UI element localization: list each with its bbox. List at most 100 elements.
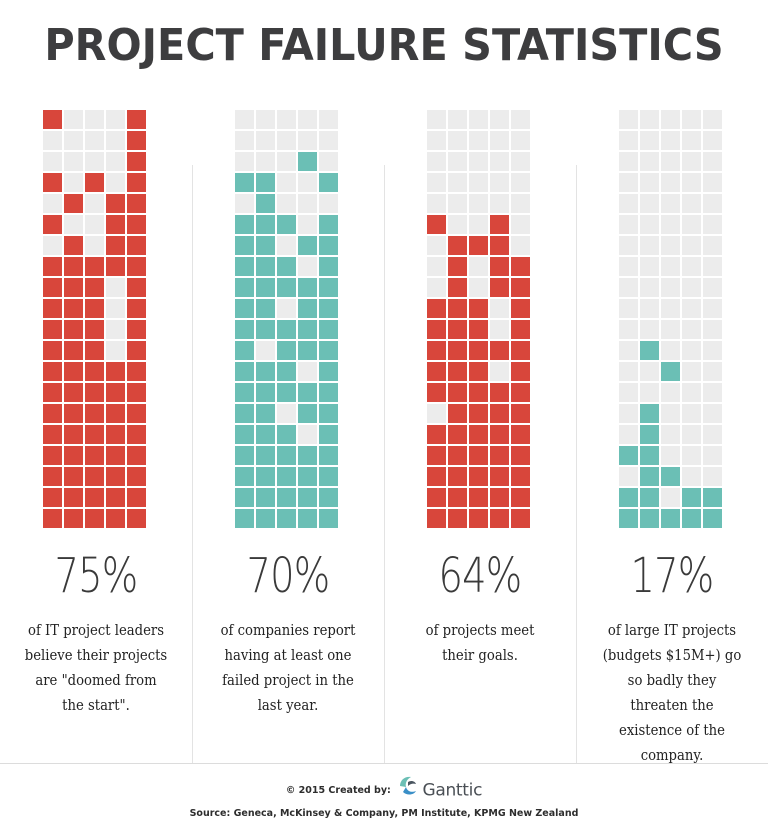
waffle-cell-filled bbox=[469, 320, 488, 339]
waffle-cell-filled bbox=[256, 257, 275, 276]
waffle-cell-filled bbox=[235, 425, 254, 444]
waffle-cell-filled bbox=[85, 362, 104, 381]
waffle-cell-filled bbox=[298, 299, 317, 318]
waffle-cell-filled bbox=[490, 341, 509, 360]
waffle-cell-filled bbox=[235, 404, 254, 423]
waffle-cell-filled bbox=[64, 404, 83, 423]
waffle-cell-filled bbox=[64, 467, 83, 486]
waffle-cell-filled bbox=[277, 257, 296, 276]
waffle-cell-empty bbox=[661, 236, 680, 255]
waffle-cell-filled bbox=[85, 488, 104, 507]
waffle-cell-empty bbox=[256, 152, 275, 171]
waffle-cell-filled bbox=[427, 509, 446, 528]
stat-percentage: 17% bbox=[630, 548, 715, 604]
waffle-cell-filled bbox=[640, 404, 659, 423]
waffle-cell-filled bbox=[490, 404, 509, 423]
waffle-cell-filled bbox=[448, 446, 467, 465]
waffle-cell-filled bbox=[298, 509, 317, 528]
ganttic-logo-icon bbox=[397, 774, 419, 807]
waffle-cell-filled bbox=[64, 488, 83, 507]
waffle-cell-filled bbox=[106, 383, 125, 402]
waffle-cell-filled bbox=[490, 467, 509, 486]
waffle-cell-filled bbox=[43, 110, 62, 129]
waffle-cell-filled bbox=[106, 404, 125, 423]
waffle-cell-filled bbox=[427, 299, 446, 318]
waffle-cell-empty bbox=[448, 194, 467, 213]
waffle-cell-empty bbox=[298, 131, 317, 150]
waffle-cell-empty bbox=[619, 194, 638, 213]
waffle-cell-filled bbox=[43, 362, 62, 381]
stat-percentage: 64% bbox=[438, 548, 523, 604]
waffle-cell-filled bbox=[511, 467, 530, 486]
waffle-cell-filled bbox=[490, 215, 509, 234]
waffle-cell-filled bbox=[298, 320, 317, 339]
waffle-cell-empty bbox=[256, 110, 275, 129]
waffle-cell-filled bbox=[469, 404, 488, 423]
waffle-cell-filled bbox=[43, 488, 62, 507]
waffle-cell-empty bbox=[661, 425, 680, 444]
waffle-cell-filled bbox=[490, 488, 509, 507]
waffle-cell-filled bbox=[319, 404, 338, 423]
waffle-cell-filled bbox=[319, 320, 338, 339]
waffle-cell-empty bbox=[64, 131, 83, 150]
waffle-cell-filled bbox=[511, 320, 530, 339]
waffle-cell-empty bbox=[277, 131, 296, 150]
waffle-cell-empty bbox=[43, 152, 62, 171]
waffle-cell-empty bbox=[277, 299, 296, 318]
waffle-cell-filled bbox=[235, 257, 254, 276]
waffle-cell-filled bbox=[490, 446, 509, 465]
waffle-cell-empty bbox=[682, 425, 701, 444]
waffle-cell-filled bbox=[298, 446, 317, 465]
waffle-cell-empty bbox=[703, 446, 722, 465]
stat-description: of companies report having at least one … bbox=[220, 621, 356, 714]
waffle-cell-empty bbox=[682, 257, 701, 276]
waffle-cell-filled bbox=[256, 236, 275, 255]
page-title: PROJECT FAILURE STATISTICS bbox=[44, 20, 724, 71]
waffle-cell-filled bbox=[490, 257, 509, 276]
waffle-cell-filled bbox=[127, 278, 146, 297]
waffle-cell-empty bbox=[235, 131, 254, 150]
waffle-cell-empty bbox=[619, 173, 638, 192]
waffle-cell-empty bbox=[682, 341, 701, 360]
waffle-cell-empty bbox=[277, 236, 296, 255]
waffle-cell-filled bbox=[106, 467, 125, 486]
waffle-cell-filled bbox=[448, 404, 467, 423]
waffle-cell-empty bbox=[661, 131, 680, 150]
footer-divider bbox=[0, 763, 768, 764]
waffle-cell-empty bbox=[427, 257, 446, 276]
waffle-cell-filled bbox=[427, 215, 446, 234]
waffle-cell-empty bbox=[661, 404, 680, 423]
waffle-cell-empty bbox=[619, 362, 638, 381]
waffle-cell-empty bbox=[277, 173, 296, 192]
waffle-cell-filled bbox=[106, 425, 125, 444]
waffle-cell-filled bbox=[319, 215, 338, 234]
waffle-cell-filled bbox=[85, 446, 104, 465]
waffle-cell-filled bbox=[127, 236, 146, 255]
waffle-cell-filled bbox=[469, 362, 488, 381]
waffle-cell-empty bbox=[298, 362, 317, 381]
panel-divider bbox=[384, 165, 385, 763]
waffle-cell-filled bbox=[85, 383, 104, 402]
waffle-cell-empty bbox=[319, 194, 338, 213]
stat-panel-failed-project: 70% of companies report having at least … bbox=[192, 103, 384, 763]
panel-divider bbox=[192, 165, 193, 763]
stat-panel-large-projects: 17% of large IT projects (budgets $15M+)… bbox=[576, 103, 768, 764]
waffle-cell-empty bbox=[85, 131, 104, 150]
waffle-cell-empty bbox=[703, 194, 722, 213]
waffle-cell-filled bbox=[619, 446, 638, 465]
waffle-cell-filled bbox=[64, 446, 83, 465]
waffle-cell-empty bbox=[106, 299, 125, 318]
waffle-chart-failed-project bbox=[235, 110, 338, 528]
waffle-cell-filled bbox=[511, 383, 530, 402]
waffle-cell-empty bbox=[619, 383, 638, 402]
waffle-cell-filled bbox=[256, 278, 275, 297]
waffle-cell-filled bbox=[298, 488, 317, 507]
waffle-cell-filled bbox=[448, 362, 467, 381]
waffle-cell-empty bbox=[682, 467, 701, 486]
waffle-cell-filled bbox=[256, 404, 275, 423]
stat-panel-doomed: 75% of IT project leaders believe their … bbox=[0, 103, 192, 763]
waffle-cell-empty bbox=[235, 194, 254, 213]
waffle-cell-empty bbox=[640, 236, 659, 255]
waffle-cell-empty bbox=[319, 131, 338, 150]
waffle-cell-filled bbox=[319, 362, 338, 381]
